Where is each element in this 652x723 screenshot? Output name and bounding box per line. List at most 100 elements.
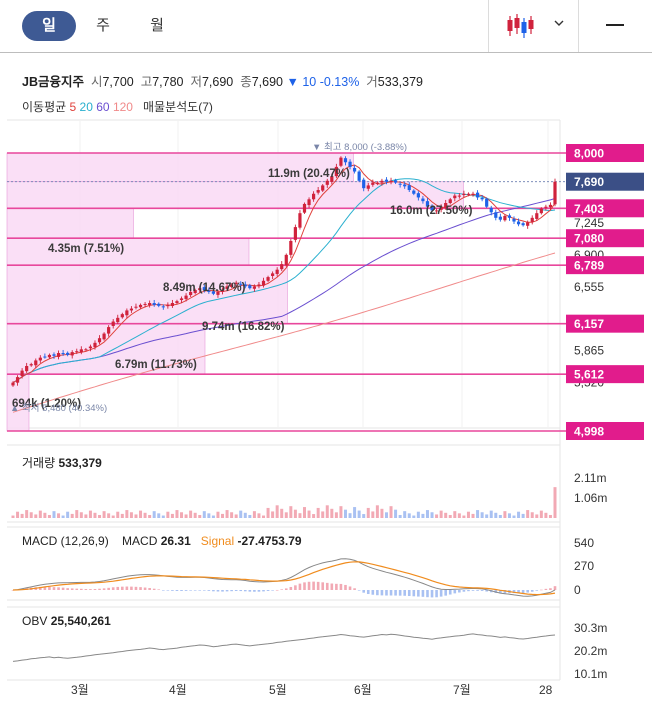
tab-day[interactable]: 일	[22, 11, 76, 41]
volume-bar	[389, 506, 393, 518]
macd-histogram-bar	[426, 590, 429, 598]
candle-body	[102, 333, 106, 340]
candle-body	[403, 184, 407, 187]
volume-bar	[375, 505, 379, 518]
volume-bar	[11, 515, 15, 518]
volume-bar	[366, 507, 370, 518]
macd-histogram-bar	[225, 590, 229, 592]
volume-profile	[6, 152, 566, 432]
macd-histogram-bar	[116, 586, 120, 590]
candle-body	[526, 222, 530, 226]
volume-bar	[380, 508, 384, 518]
volume-bar	[412, 515, 416, 518]
candle-body	[120, 314, 124, 318]
candle-body	[284, 254, 288, 266]
candle-body	[97, 338, 102, 343]
macd-histogram-bar	[530, 590, 534, 592]
chart-type-selector[interactable]	[500, 10, 575, 42]
close-value: 7,690	[251, 75, 283, 89]
candle-body	[266, 277, 270, 281]
macd-histogram-bar	[102, 588, 106, 590]
volume-bar	[143, 512, 147, 518]
candles	[11, 156, 557, 387]
candle-body	[439, 206, 443, 210]
candle-body	[280, 264, 284, 270]
candle-body	[66, 352, 70, 355]
ma-legend[interactable]: 이동평균 5 20 60 120 매물분석도(7)	[22, 98, 213, 115]
macd-histogram-bar	[162, 590, 165, 591]
macd-histogram-bar	[503, 590, 507, 594]
tab-week[interactable]: 주	[96, 17, 110, 34]
macd-histogram-bar	[312, 581, 315, 590]
price-label-box	[566, 422, 644, 440]
ma120-label: 120	[112, 100, 133, 114]
macd-histogram-bar	[512, 590, 516, 594]
candle-body	[539, 208, 543, 214]
volume-bar	[321, 511, 325, 518]
ma60-label: 60	[96, 100, 110, 114]
volume-bar	[353, 507, 357, 518]
candle-body	[211, 291, 216, 294]
volume-bar	[84, 514, 88, 518]
candle-body	[88, 346, 93, 349]
volume-bar	[425, 510, 429, 518]
macd-histogram-bar	[289, 586, 293, 590]
macd-tick-label: 0	[574, 583, 581, 597]
macd-histogram-bar	[476, 590, 479, 591]
obv-label: OBV	[22, 614, 48, 628]
ma5-label: 5	[69, 100, 77, 114]
candle-body	[29, 364, 33, 366]
candle-body	[293, 227, 297, 240]
macd-histogram-bar	[271, 590, 274, 591]
price-label-box	[566, 314, 644, 333]
volume-bar	[248, 514, 252, 518]
candlestick-icon	[507, 14, 534, 38]
volume-bar	[517, 511, 521, 518]
volume-bar	[93, 512, 97, 518]
candle-body	[503, 215, 507, 221]
volume-bar	[29, 512, 33, 518]
tab-month[interactable]: 월	[150, 17, 164, 34]
divider	[578, 0, 579, 52]
volume-bar	[207, 513, 211, 518]
volume-bar	[489, 510, 493, 518]
macd-histogram-bar	[193, 590, 197, 591]
volume-bar	[271, 511, 275, 518]
macd-histogram-bar	[412, 590, 416, 597]
volume-bar	[134, 514, 138, 518]
chevron-down-icon	[554, 20, 564, 26]
candle-body	[152, 303, 156, 305]
macd-histogram-bar	[499, 590, 502, 594]
macd-histogram-bar	[444, 590, 447, 596]
candle-body	[116, 317, 120, 323]
profile-bar	[6, 323, 206, 375]
candle-body	[43, 356, 47, 358]
obv-title: OBV 25,540,261	[22, 614, 111, 628]
candle-body	[371, 182, 375, 185]
candle-body	[507, 215, 512, 218]
price-label-box	[566, 199, 644, 218]
volume-bar	[498, 514, 502, 518]
macd-histogram-bar	[521, 590, 525, 594]
volume-bar	[448, 514, 452, 518]
macd-histogram-bar	[366, 590, 370, 595]
volume-bar	[79, 512, 83, 518]
macd-histogram-bar	[243, 590, 247, 592]
candle-body	[471, 193, 475, 195]
macd-histogram-bar	[98, 588, 101, 590]
macd-histogram-bar	[380, 590, 384, 596]
volume-bar	[52, 511, 56, 518]
candle-body	[148, 303, 152, 306]
volume-current: 533,379	[58, 456, 102, 470]
volume-bar	[61, 515, 65, 518]
menu-button[interactable]	[596, 14, 636, 38]
macd-histogram-bar	[262, 590, 265, 592]
volume-bar	[43, 512, 47, 518]
volume-bar	[530, 512, 534, 518]
candle-body	[348, 161, 352, 167]
volume-bar	[339, 506, 343, 518]
candle-body	[407, 185, 411, 191]
signal-value: -27.4753.79	[237, 534, 302, 548]
obv-tick-label: 10.1m	[574, 667, 607, 681]
